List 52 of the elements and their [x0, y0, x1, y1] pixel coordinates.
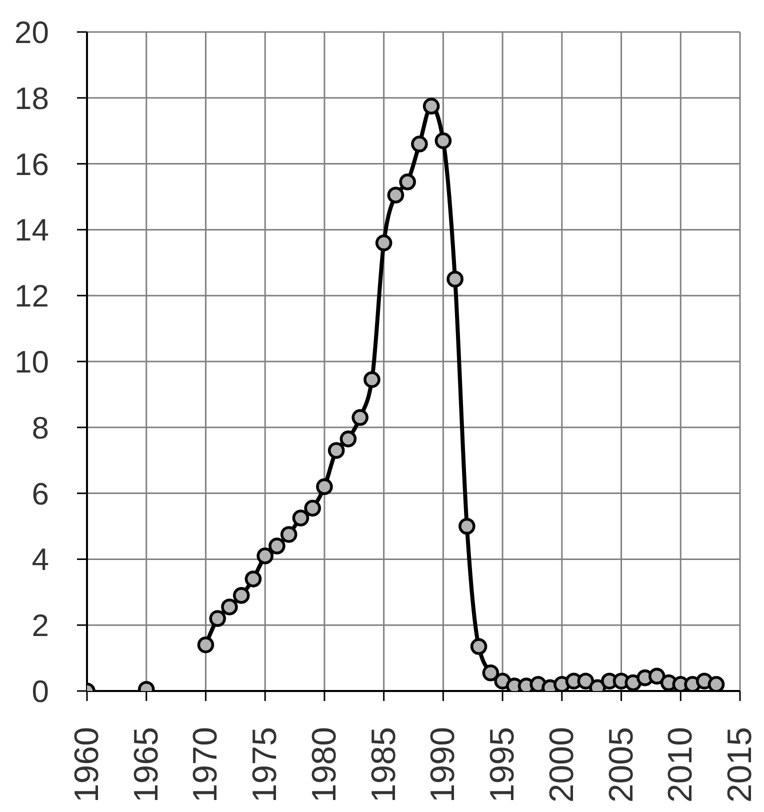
y-tick-label: 10	[14, 344, 49, 380]
y-tick-label: 12	[14, 278, 49, 314]
point	[256, 548, 274, 564]
point	[352, 409, 368, 426]
y-tick-label: 4	[32, 542, 49, 578]
x-tick-label: 2000	[542, 727, 581, 803]
point	[340, 430, 357, 448]
y-tick-label: 18	[14, 80, 49, 116]
point	[304, 500, 321, 517]
point	[494, 672, 511, 690]
x-tick-label: 2010	[662, 727, 700, 803]
point	[375, 234, 392, 252]
point	[434, 132, 452, 150]
point	[232, 587, 250, 604]
point	[221, 598, 238, 616]
point	[364, 371, 380, 388]
point	[209, 610, 226, 627]
point	[268, 538, 286, 554]
y-tick-label: 6	[32, 476, 49, 512]
point	[458, 518, 476, 535]
y-tick-label: 16	[14, 146, 49, 182]
x-tick-label: 1960	[68, 727, 106, 803]
y-tick-label: 14	[14, 212, 49, 248]
x-tick-label: 1980	[305, 727, 344, 803]
point	[411, 136, 428, 152]
point	[280, 526, 298, 543]
point	[292, 510, 310, 526]
x-tick-label: 2005	[602, 727, 640, 803]
y-tick-label: 2	[32, 608, 49, 644]
y-tick-label: 0	[32, 674, 49, 710]
point	[446, 270, 464, 288]
y-tick-label: 20	[14, 15, 49, 50]
x-tick-label: 1990	[424, 727, 462, 803]
x-tick-label: 1970	[186, 727, 225, 803]
x-tick-label: 1975	[246, 727, 284, 803]
x-tick-label: 1995	[484, 727, 522, 803]
point	[328, 442, 345, 459]
point	[387, 186, 404, 204]
point	[316, 478, 333, 496]
x-tick-label: 2015	[721, 727, 759, 803]
x-tick-label: 1965	[127, 727, 166, 803]
point	[197, 636, 214, 654]
point	[422, 98, 440, 115]
y-tick-label: 8	[32, 410, 49, 446]
x-tick-label: 1985	[364, 727, 403, 803]
point	[648, 668, 666, 685]
point	[482, 664, 500, 682]
point	[470, 638, 488, 655]
point	[577, 672, 594, 690]
point	[244, 570, 262, 588]
point	[399, 174, 416, 190]
point	[708, 676, 725, 691]
